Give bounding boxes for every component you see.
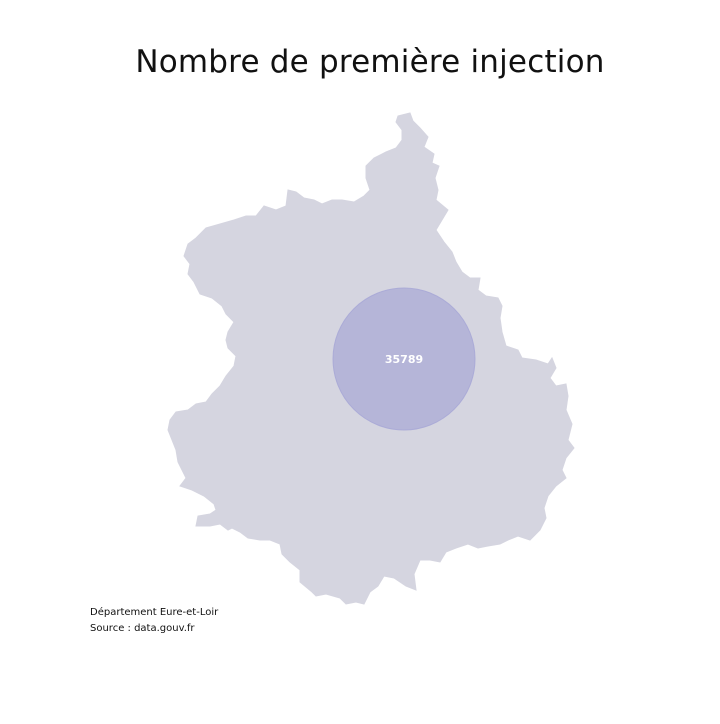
chart-title: Nombre de première injection [135, 44, 605, 80]
caption-department: Département Eure-et-Loir [90, 607, 219, 618]
bubble-value-label: 35789 [385, 353, 423, 366]
value-bubble [332, 287, 476, 431]
caption-source: Source : data.gouv.fr [90, 623, 195, 634]
